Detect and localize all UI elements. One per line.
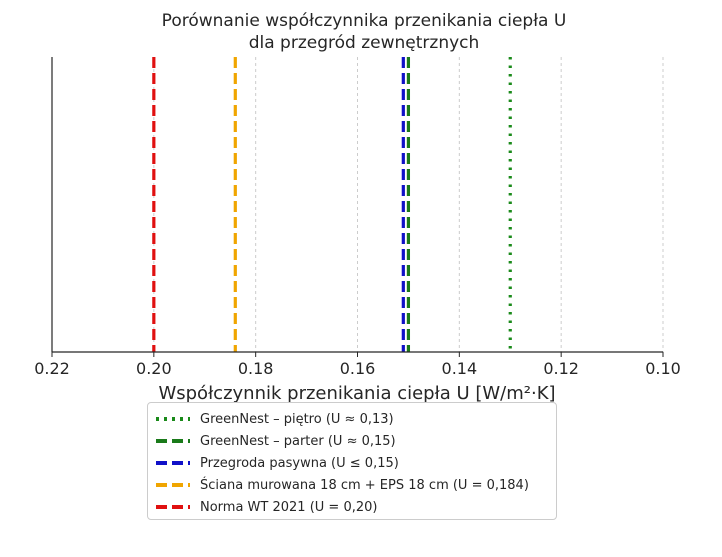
legend-swatch xyxy=(156,417,190,421)
legend-label: GreenNest – parter (U ≈ 0,15) xyxy=(200,433,396,449)
legend-label: Norma WT 2021 (U = 0,20) xyxy=(200,499,378,515)
x-tick-label: 0.12 xyxy=(543,359,579,378)
legend-item-1: GreenNest – parter (U ≈ 0,15) xyxy=(156,430,548,452)
legend-label: GreenNest – piętro (U ≈ 0,13) xyxy=(200,411,394,427)
x-tick-label: 0.18 xyxy=(238,359,274,378)
x-tick-label: 0.16 xyxy=(340,359,376,378)
legend-item-2: Przegroda pasywna (U ≤ 0,15) xyxy=(156,452,548,474)
series-lines xyxy=(152,57,512,352)
x-tick-label: 0.10 xyxy=(645,359,681,378)
legend-label: Przegroda pasywna (U ≤ 0,15) xyxy=(200,455,399,471)
legend-item-4: Norma WT 2021 (U = 0,20) xyxy=(156,496,548,518)
x-tick-label: 0.20 xyxy=(136,359,172,378)
legend: GreenNest – piętro (U ≈ 0,13) GreenNest –… xyxy=(147,402,557,520)
x-axis-label: Współczynnik przenikania ciepła U [W/m²·… xyxy=(158,383,555,404)
chart-title-line-1: Porównanie współczynnika przenikania cie… xyxy=(162,11,567,31)
legend-swatch xyxy=(156,505,190,509)
legend-swatch xyxy=(156,461,190,465)
legend-label: Ściana murowana 18 cm + EPS 18 cm (U = 0… xyxy=(200,477,529,493)
legend-swatch xyxy=(156,483,190,487)
x-tick-label: 0.14 xyxy=(442,359,478,378)
legend-item-0: GreenNest – piętro (U ≈ 0,13) xyxy=(156,408,548,430)
x-ticks: 0.22 0.20 0.18 0.16 0.14 0.12 0.10 xyxy=(34,352,681,378)
x-tick-label: 0.22 xyxy=(34,359,70,378)
chart-title-line-2: dla przegród zewnętrznych xyxy=(249,33,480,53)
legend-swatch xyxy=(156,439,190,443)
legend-item-3: Ściana murowana 18 cm + EPS 18 cm (U = 0… xyxy=(156,474,548,496)
